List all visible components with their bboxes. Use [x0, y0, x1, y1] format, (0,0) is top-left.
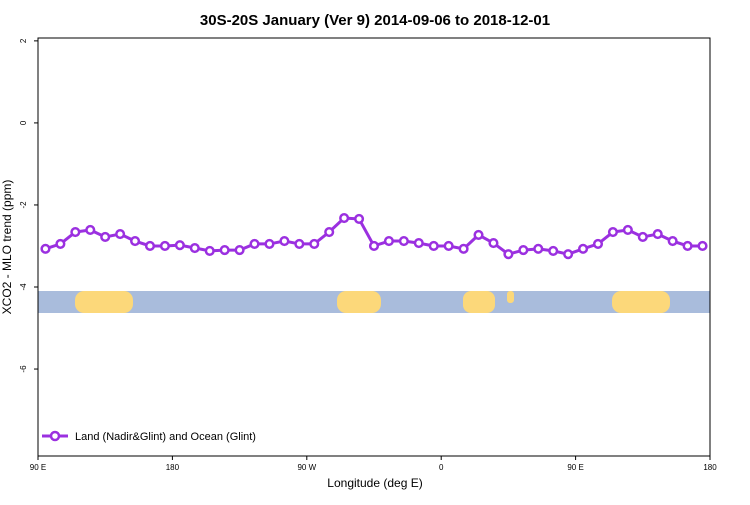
- data-point: [115, 229, 126, 240]
- x-tick-label: 90 E: [567, 463, 583, 472]
- data-point: [518, 245, 529, 256]
- y-tick-label: -6: [19, 365, 28, 373]
- x-tick-label: 90 E: [30, 463, 46, 472]
- data-point: [413, 238, 424, 249]
- data-point: [652, 229, 663, 240]
- data-point: [309, 238, 320, 249]
- data-point: [85, 224, 96, 236]
- data-point: [55, 238, 66, 249]
- data-point: [697, 240, 708, 252]
- land-patch: [337, 291, 381, 313]
- plot-frame: [37, 37, 711, 457]
- data-point: [533, 243, 544, 254]
- x-tick-label: 180: [166, 463, 180, 472]
- data-point: [443, 240, 454, 252]
- data-point: [548, 245, 559, 256]
- y-tick-label: 0: [19, 120, 28, 125]
- legend-label: Land (Nadir&Glint) and Ocean (Glint): [75, 431, 256, 443]
- land-patch: [75, 291, 133, 313]
- x-tick-label: 90 W: [297, 463, 316, 472]
- data-point: [563, 249, 574, 260]
- data-point: [264, 238, 275, 249]
- data-point: [294, 238, 305, 249]
- data-point: [40, 243, 51, 254]
- y-tick-label: -4: [19, 283, 28, 291]
- y-axis-label: XCO2 - MLO trend (ppm): [0, 180, 14, 315]
- data-point: [473, 229, 484, 240]
- y-tick-label: -2: [19, 201, 28, 209]
- data-point: [100, 231, 111, 242]
- data-point: [398, 236, 409, 247]
- data-point: [458, 243, 469, 254]
- land-patch: [612, 291, 670, 313]
- data-point: [428, 240, 439, 252]
- data-point: [622, 224, 633, 236]
- data-point: [189, 242, 200, 254]
- data-point: [204, 245, 215, 256]
- data-point: [667, 236, 678, 247]
- data-point: [144, 240, 156, 252]
- data-point: [159, 240, 170, 252]
- data-point: [249, 238, 260, 249]
- data-point: [383, 236, 394, 247]
- land-ocean-strip: [38, 291, 710, 313]
- x-tick-label: 180: [703, 463, 717, 472]
- data-point: [70, 226, 81, 238]
- data-point: [682, 240, 693, 252]
- data-point: [219, 245, 230, 256]
- data-point: [578, 243, 589, 254]
- x-axis-label: Longitude (deg E): [327, 476, 422, 490]
- data-point: [637, 231, 648, 242]
- data-point: [354, 213, 365, 224]
- data-point: [503, 249, 514, 260]
- data-point: [488, 238, 499, 249]
- data-point: [130, 236, 141, 247]
- data-point: [339, 213, 350, 224]
- y-tick-label: 2: [19, 38, 28, 43]
- chart-title: 30S-20S January (Ver 9) 2014-09-06 to 20…: [200, 12, 550, 29]
- data-point: [592, 238, 604, 249]
- land-patch: [507, 291, 514, 303]
- data-point: [324, 226, 335, 238]
- data-point: [174, 240, 185, 251]
- data-point: [607, 226, 618, 238]
- data-point: [234, 245, 245, 256]
- x-tick-label: 0: [439, 463, 444, 472]
- legend-marker: [49, 430, 61, 442]
- legend: Land (Nadir&Glint) and Ocean (Glint): [42, 430, 256, 443]
- data-point: [279, 236, 290, 247]
- land-patch: [463, 291, 495, 313]
- data-point: [368, 240, 380, 252]
